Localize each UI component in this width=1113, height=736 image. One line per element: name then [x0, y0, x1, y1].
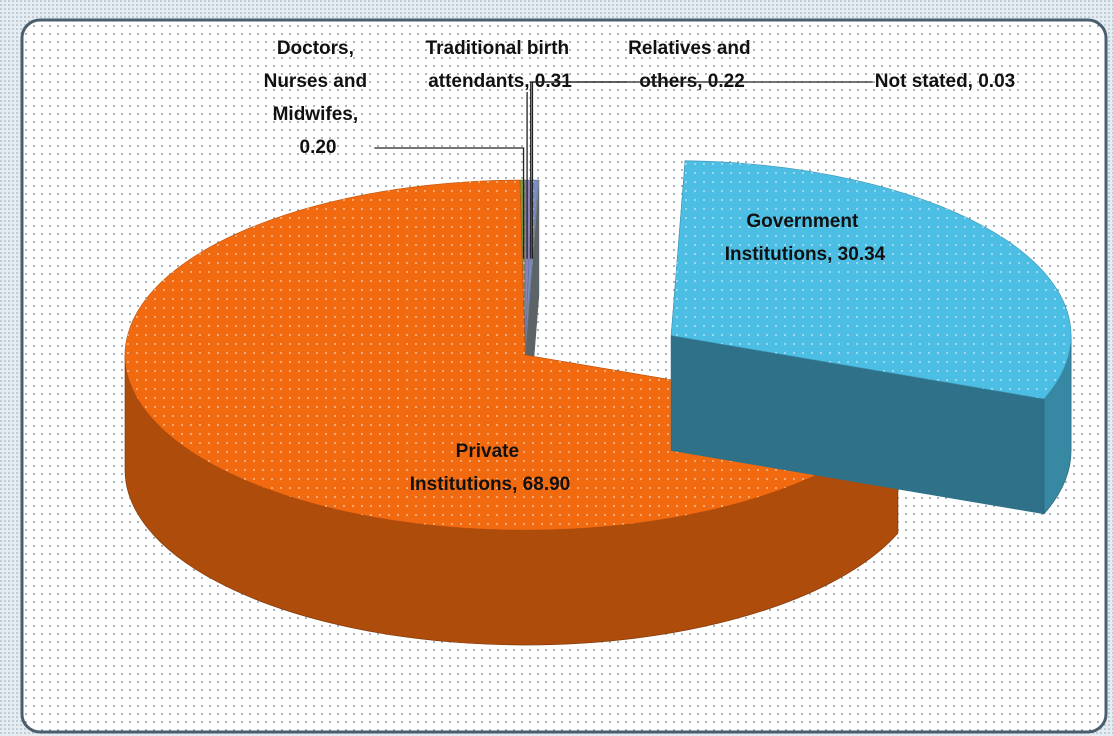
leader-line	[531, 81, 873, 259]
data-label: Traditional birth attendants, 0.31	[426, 38, 575, 92]
slice-texture	[525, 180, 539, 355]
data-label: Government Institutions, 30.34	[725, 211, 886, 265]
labels: Government Institutions, 30.34 Private In…	[264, 38, 1016, 495]
data-label: Relatives and others, 0.22	[628, 38, 756, 92]
pie	[124, 160, 1072, 646]
slice-texture	[671, 160, 1072, 399]
data-label: Not stated, 0.03	[875, 71, 1015, 92]
leader-line	[374, 147, 525, 259]
data-label: Doctors, Nurses and Midwifes, 0.20	[264, 38, 373, 158]
data-label: Private Institutions, 68.90	[410, 441, 570, 495]
